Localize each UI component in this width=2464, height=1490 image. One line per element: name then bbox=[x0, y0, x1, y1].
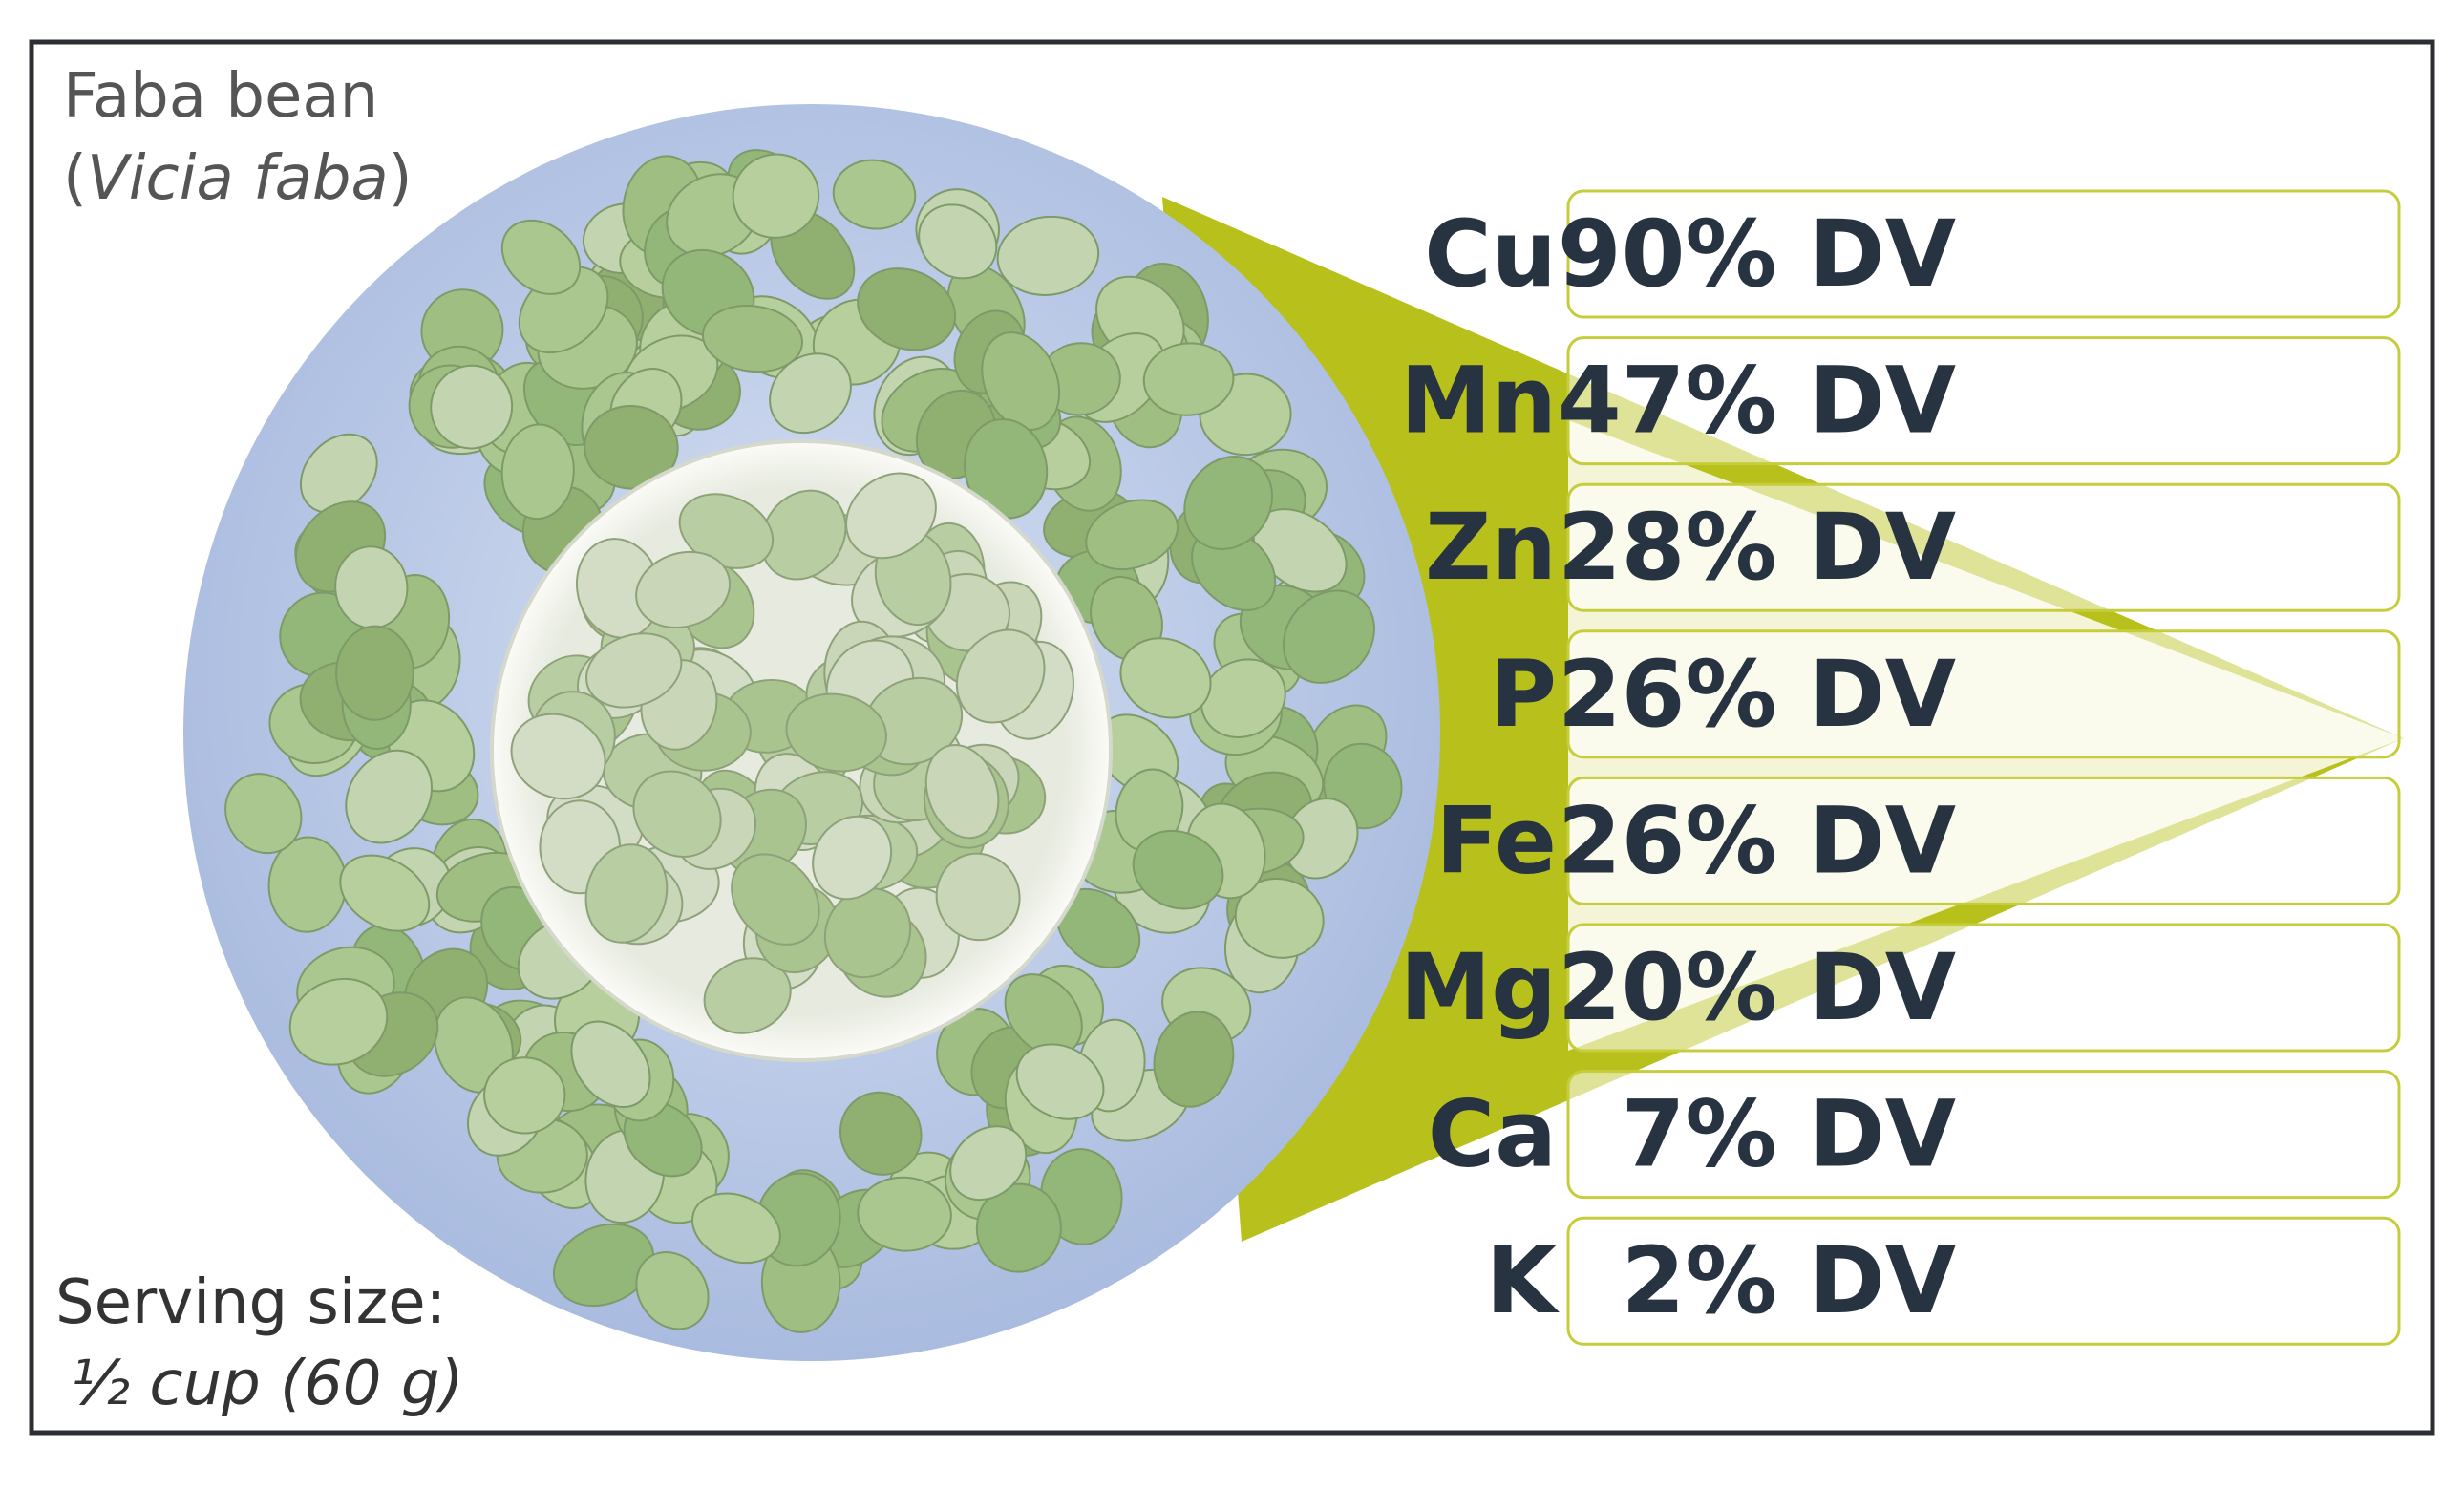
element-symbol: Ca bbox=[1428, 1081, 1557, 1188]
bean bbox=[500, 219, 582, 295]
serving-label: Serving size: bbox=[55, 1267, 446, 1338]
beans bbox=[510, 472, 1074, 1034]
bean bbox=[1119, 637, 1212, 719]
bean bbox=[339, 854, 431, 932]
element-symbol: Fe bbox=[1435, 787, 1557, 894]
bean bbox=[981, 331, 1061, 431]
bean bbox=[345, 749, 433, 844]
bean bbox=[955, 628, 1046, 724]
dv-value: 90% DV bbox=[1558, 201, 1956, 308]
bean bbox=[924, 744, 1000, 840]
bean bbox=[224, 773, 303, 855]
bean bbox=[500, 423, 575, 521]
bean bbox=[584, 404, 679, 490]
bean bbox=[845, 472, 937, 560]
bean bbox=[949, 1125, 1028, 1202]
bean bbox=[510, 713, 606, 800]
dv-box bbox=[1566, 336, 2401, 466]
dv-value: 47% DV bbox=[1558, 348, 1956, 455]
element-symbol: Zn bbox=[1425, 494, 1557, 601]
bean bbox=[635, 550, 732, 629]
bean bbox=[812, 815, 893, 901]
bean bbox=[964, 417, 1049, 520]
bean bbox=[857, 267, 957, 351]
bean bbox=[1015, 1043, 1105, 1120]
dv-value: 2% DV bbox=[1622, 1227, 1956, 1334]
dv-box bbox=[1566, 482, 2401, 612]
bean bbox=[1142, 342, 1235, 416]
bean bbox=[1132, 829, 1224, 910]
bean bbox=[584, 843, 669, 944]
dv-box bbox=[1566, 189, 2401, 319]
species: (Vicia faba) bbox=[63, 143, 413, 214]
title: Faba bean bbox=[63, 61, 378, 132]
paren: ( bbox=[63, 143, 87, 214]
bean bbox=[935, 852, 1021, 942]
bean bbox=[1183, 456, 1274, 550]
bean bbox=[1200, 658, 1286, 738]
dv-box bbox=[1566, 1070, 2401, 1200]
dv-box bbox=[1566, 923, 2401, 1053]
dv-value: 26% DV bbox=[1558, 787, 1956, 894]
serving-amount: ½ cup (60 g) bbox=[71, 1349, 463, 1419]
bean bbox=[731, 853, 820, 946]
bean bbox=[1085, 499, 1179, 571]
bean bbox=[701, 305, 803, 373]
dv-value: 20% DV bbox=[1558, 934, 1956, 1041]
dv-value: 26% DV bbox=[1558, 641, 1956, 748]
paren: ) bbox=[389, 143, 413, 214]
bean bbox=[288, 977, 389, 1066]
bean bbox=[483, 1056, 566, 1135]
bean bbox=[1153, 1011, 1235, 1108]
bean bbox=[691, 1192, 781, 1265]
element-symbol: Mg bbox=[1400, 934, 1557, 1041]
bean bbox=[632, 770, 722, 858]
bean bbox=[430, 364, 514, 450]
bean bbox=[703, 957, 792, 1034]
bean bbox=[570, 1020, 651, 1109]
bean bbox=[918, 203, 998, 280]
dv-box bbox=[1566, 776, 2401, 905]
bean bbox=[299, 433, 378, 514]
dv-value: 28% DV bbox=[1558, 494, 1956, 601]
bean bbox=[760, 489, 847, 581]
bean bbox=[996, 215, 1100, 296]
bean bbox=[1234, 877, 1325, 959]
bean bbox=[552, 1223, 655, 1308]
bean bbox=[635, 1251, 710, 1330]
species-name: Vicia faba bbox=[87, 143, 389, 214]
bean bbox=[785, 692, 887, 773]
beans bbox=[224, 149, 1403, 1333]
bean bbox=[1283, 589, 1375, 684]
dv-box bbox=[1566, 1216, 2401, 1346]
bean bbox=[975, 1182, 1062, 1273]
bean bbox=[335, 625, 414, 721]
bean bbox=[839, 1091, 923, 1176]
bean bbox=[585, 632, 683, 709]
dv-value: 7% DV bbox=[1622, 1081, 1956, 1188]
element-symbol: Mn bbox=[1400, 348, 1557, 455]
dv-box bbox=[1566, 629, 2401, 759]
bean bbox=[823, 887, 912, 979]
element-symbol: P bbox=[1490, 641, 1557, 748]
element-symbol: Cu bbox=[1424, 201, 1557, 308]
bean bbox=[832, 159, 917, 230]
bean bbox=[857, 1176, 952, 1252]
bean bbox=[732, 153, 820, 239]
element-symbol: K bbox=[1486, 1227, 1561, 1334]
